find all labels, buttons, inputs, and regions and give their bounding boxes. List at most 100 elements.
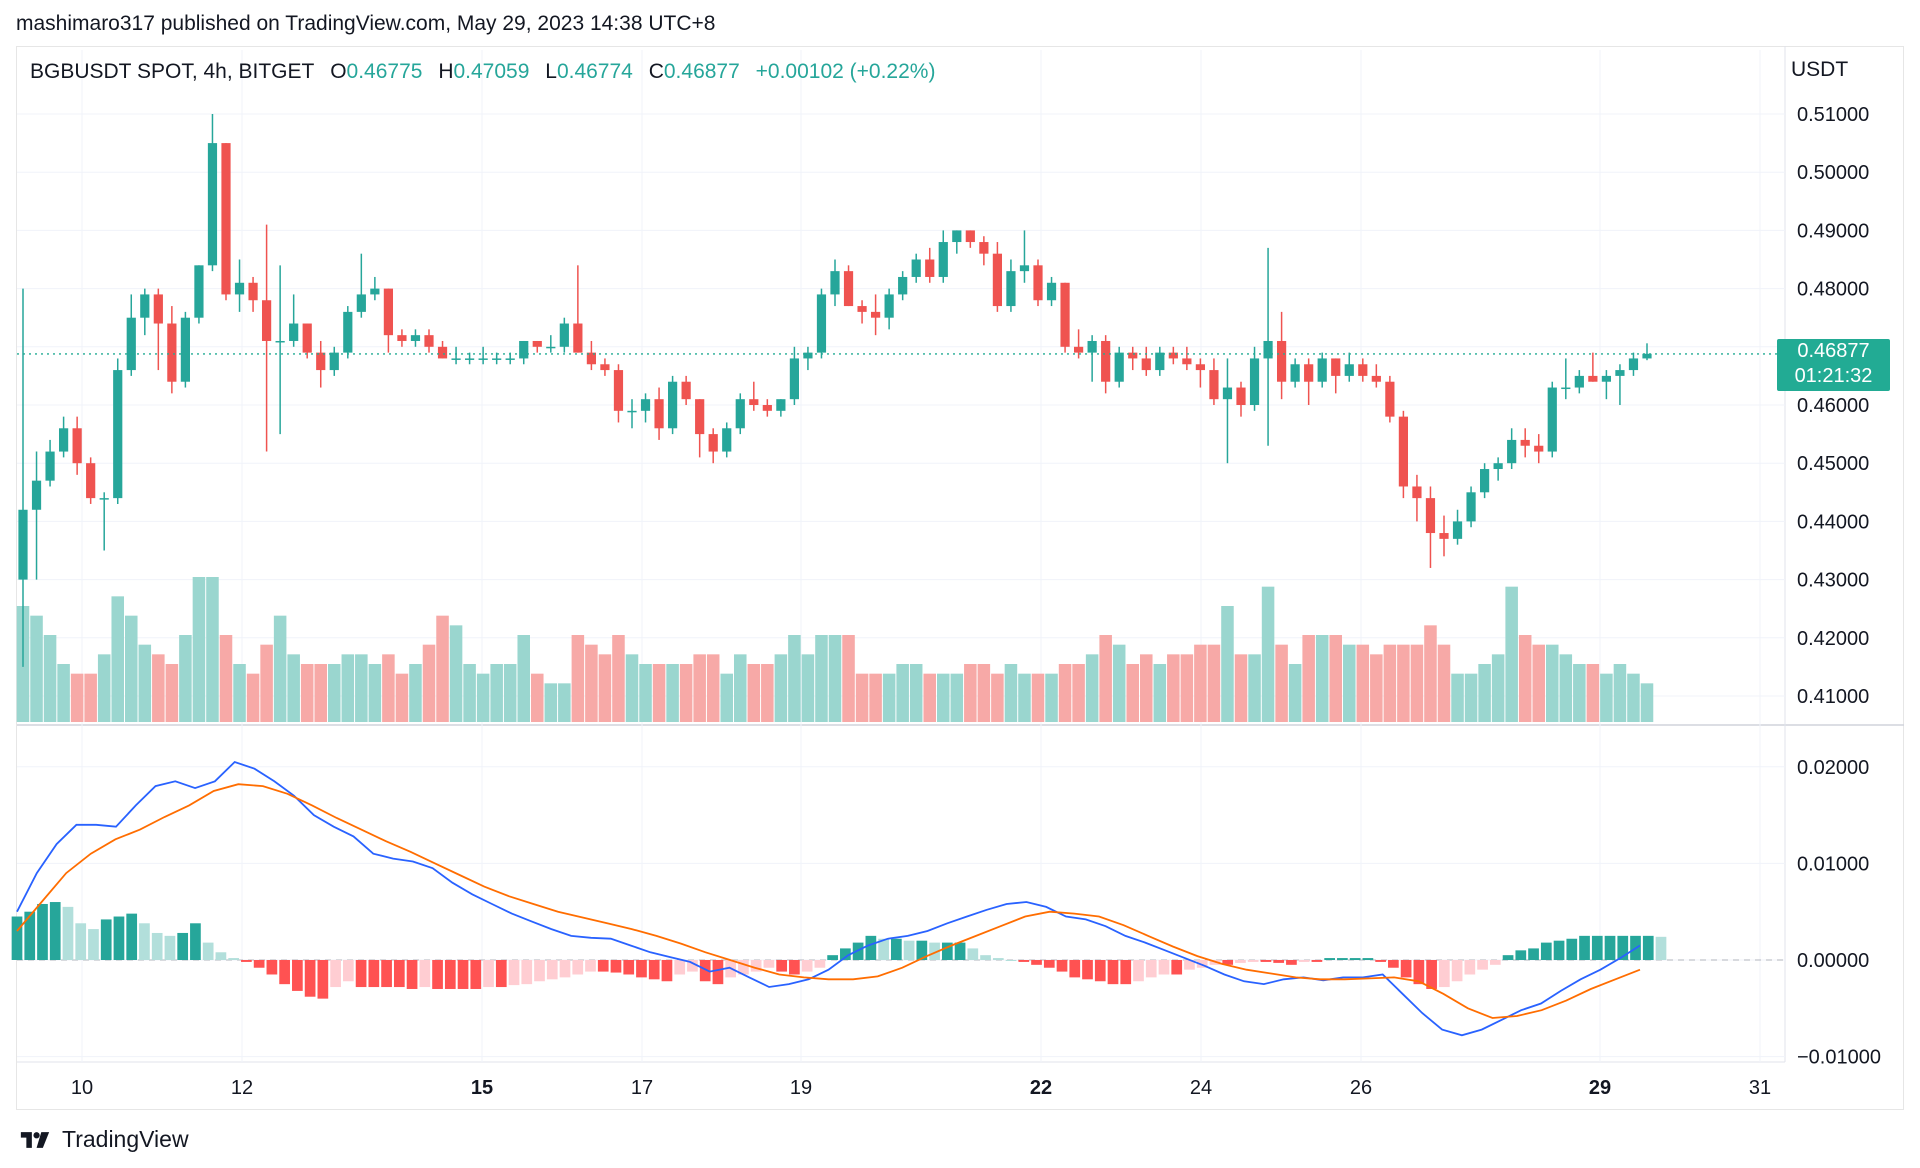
volume-bar [977, 664, 991, 722]
candle-body [370, 288, 380, 295]
candle-body [356, 294, 366, 312]
volume-bar [679, 664, 693, 722]
volume-bar [1031, 673, 1045, 722]
volume-bar [246, 673, 260, 722]
candle-body [965, 230, 975, 243]
volume-bar [1559, 654, 1573, 722]
candle-body [1006, 271, 1016, 307]
volume-bar [300, 664, 314, 722]
macd-histogram-bar [1298, 960, 1310, 962]
macd-histogram-bar [1642, 935, 1654, 960]
candle-body [1249, 358, 1260, 405]
candle-body [640, 399, 651, 411]
volume-bar [1112, 644, 1126, 722]
chart-frame[interactable] [16, 46, 1904, 1110]
volume-bar [1261, 586, 1275, 722]
macd-histogram-bar [648, 960, 660, 980]
open-label: O [330, 60, 347, 83]
candle-body [1128, 352, 1138, 359]
macd-histogram-bar [457, 960, 469, 989]
symbol-name[interactable]: BGBUSDT SPOT, 4h, BITGET [30, 60, 315, 83]
candle-body [1304, 364, 1314, 382]
volume-bar [1464, 673, 1478, 722]
candle-body [86, 463, 96, 499]
volume-bar [1437, 644, 1451, 722]
candle-body [1439, 533, 1449, 539]
candle-body [992, 253, 1003, 307]
volume-bar [1370, 654, 1383, 722]
macd-histogram-bar [738, 960, 749, 975]
macd-histogram-bar [878, 938, 889, 960]
macd-histogram-bar [801, 960, 813, 972]
volume-bar [70, 673, 84, 722]
candle-body [600, 364, 610, 371]
time-tick-label: 29 [1589, 1077, 1611, 1099]
volume-bar [1194, 644, 1207, 722]
price-tick-label: 0.46000 [1797, 395, 1869, 417]
macd-histogram-bar [1158, 960, 1170, 975]
tradingview-logo-icon [20, 1131, 50, 1148]
volume-bar [585, 644, 598, 722]
macd-line [16, 760, 1641, 1037]
candle-body [167, 323, 177, 382]
macd-histogram-bar [916, 940, 928, 960]
volume-bar [706, 654, 720, 722]
volume-bar [517, 635, 530, 722]
macd-histogram-bar [419, 960, 431, 988]
macd-histogram-bar [636, 960, 647, 978]
open-value: 0.46775 [346, 60, 423, 83]
volume-bar [328, 664, 341, 722]
volume-bar [788, 635, 801, 722]
volume-bar [612, 635, 625, 722]
candle-body [911, 259, 921, 277]
candle-body [1236, 387, 1246, 405]
volume-bar [1451, 673, 1464, 722]
macd-histogram-bar [1617, 935, 1629, 960]
macd-histogram-bar [1655, 936, 1667, 960]
volume-bar [1315, 635, 1329, 722]
candle-body [1141, 358, 1151, 371]
candle-body [586, 352, 597, 365]
macd-histogram-bar [215, 952, 227, 960]
macd-histogram-bar [534, 960, 545, 982]
tradingview-footer[interactable]: TradingView [16, 1126, 189, 1153]
candle-body [1412, 486, 1422, 499]
volume-bar [1343, 644, 1356, 722]
time-tick-label: 12 [231, 1077, 253, 1099]
macd-histogram-bar [1082, 960, 1093, 980]
candle-body [1290, 364, 1300, 382]
macd-histogram-bar [292, 960, 303, 991]
volume-bar [43, 635, 57, 722]
candle-body [1425, 498, 1436, 534]
candle-body [1114, 352, 1124, 382]
close-label: C [648, 60, 664, 83]
macd-histogram-bar [470, 960, 482, 989]
volume-bar [1546, 644, 1559, 722]
macd-histogram-bar [903, 940, 915, 960]
macd-histogram-bar [1286, 960, 1297, 965]
volume-bar [1072, 664, 1085, 722]
macd-histogram-bar [546, 960, 558, 980]
volume-bar [1491, 654, 1505, 722]
macd-histogram-bar [1145, 960, 1157, 978]
candle-body [789, 358, 800, 400]
volume-bar [734, 654, 747, 722]
volume-bar [896, 664, 909, 722]
candle-body [1101, 340, 1111, 382]
volume-bar [1397, 644, 1410, 722]
macd-histogram-bar [1196, 960, 1208, 968]
volume-bar [165, 664, 179, 722]
volume-bar [842, 635, 855, 722]
volume-bar [923, 673, 936, 722]
macd-histogram-bar [317, 960, 329, 999]
macd-histogram-bar [1438, 960, 1450, 988]
volume-bar [937, 673, 950, 722]
candle-body [843, 271, 854, 307]
symbol-legend[interactable]: BGBUSDT SPOT, 4h, BITGET O0.46775 H0.470… [30, 60, 935, 84]
volume-bar [1248, 654, 1261, 722]
candle-body [1276, 340, 1287, 382]
candle-body [830, 271, 840, 295]
candle-body [1019, 265, 1030, 272]
volume-bar [422, 644, 436, 722]
